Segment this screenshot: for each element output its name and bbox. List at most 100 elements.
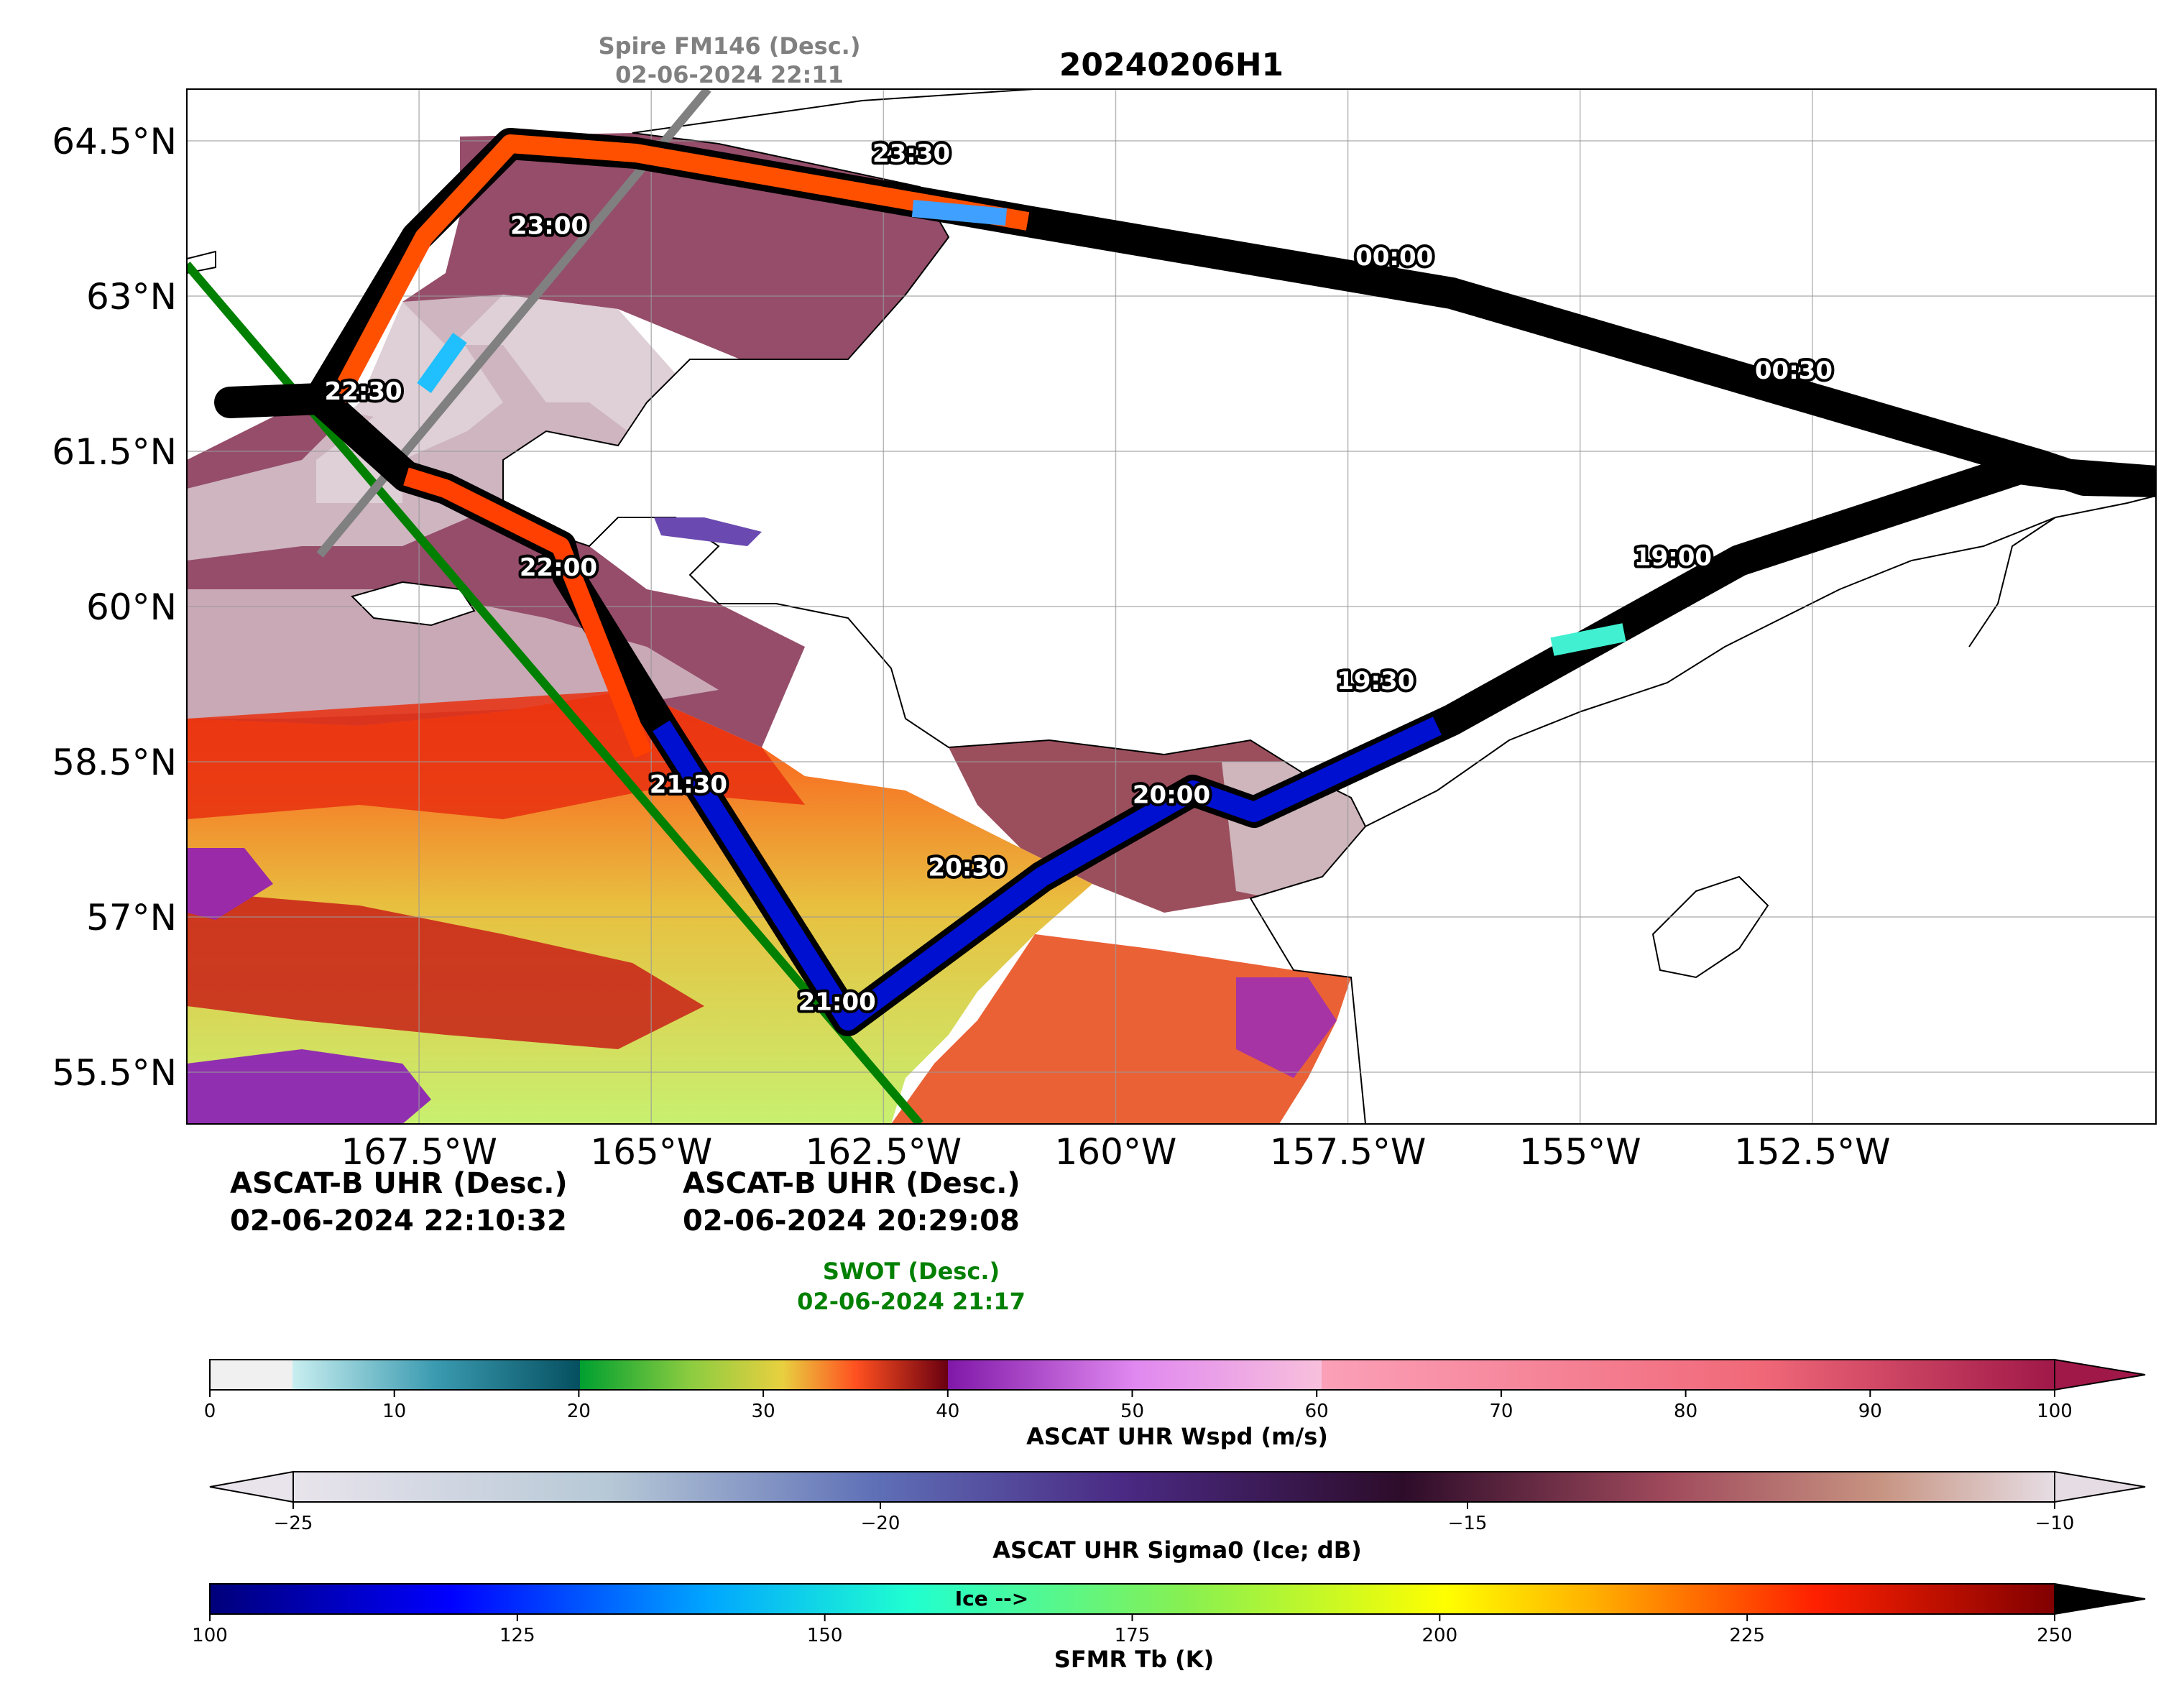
track-time-label-halo: 19:00 [1634, 543, 1712, 571]
colorbar-tick-label: 30 [752, 1401, 775, 1422]
colorbar-tick-label: 125 [499, 1625, 535, 1646]
colorbar-tick-label: 0 [204, 1401, 216, 1422]
track-time-label-halo: 21:00 [798, 988, 876, 1017]
colorbar-tick-label: 90 [1858, 1401, 1882, 1422]
map-gridlines [187, 89, 2156, 1124]
colorbar-tick-label: 40 [936, 1401, 959, 1422]
colorbar-tick-label: 100 [2037, 1401, 2073, 1422]
track-time-label: 00:00 [1355, 243, 1433, 272]
lat-tick-label: 58.5°N [52, 742, 177, 783]
wspd-colorbar-label: ASCAT UHR Wspd (m/s) [1026, 1423, 1328, 1450]
swot-overpass-time: 02-06-2024 21:17 [797, 1288, 1026, 1315]
colorbar-tick-label: 225 [1729, 1625, 1765, 1646]
flight-track-sfmr-ice-segment-3 [417, 333, 467, 393]
ice-sigma0-light-2 [187, 589, 719, 719]
map-frame [186, 88, 2157, 1125]
lon-tick-label: 152.5°W [1734, 1131, 1891, 1173]
track-time-label: 23:00 [510, 212, 588, 241]
ocean-wind-speed-purple [187, 1049, 431, 1124]
ascat-label-1-time: 02-06-2024 22:10:32 [230, 1204, 567, 1237]
kodiak-island [1651, 875, 1769, 979]
lon-tick-label: 155°W [1519, 1131, 1641, 1173]
latitude-tick-labels: 64.5°N 63°N 61.5°N 60°N 58.5°N 57°N 55.5°N [52, 121, 177, 1094]
colorbar-tick-label: 80 [1674, 1401, 1697, 1422]
tb-colorbar-ticks: 100 125 150 175 200 225 250 [192, 1614, 2073, 1646]
sigma0-colorbar-ticks: −25 −20 −15 −10 [274, 1502, 2075, 1534]
colorbar-tick-label: 70 [1489, 1401, 1513, 1422]
flight-track-sfmr-leg-northwest [329, 134, 1030, 404]
track-time-label: 23:30 [872, 139, 950, 168]
wspd-colorbar-ticks: 0 10 20 30 40 50 60 70 80 90 100 [204, 1390, 2073, 1422]
lon-tick-label: 160°W [1055, 1131, 1177, 1173]
colorbar-tick-label: 20 [567, 1401, 591, 1422]
track-time-label-halo: 19:30 [1337, 667, 1414, 696]
lon-tick-label: 167.5°W [341, 1131, 497, 1173]
lat-tick-label: 60°N [86, 586, 177, 628]
colorbar-tick-label: −20 [861, 1513, 900, 1534]
colorbar-tick-label: −10 [2035, 1513, 2075, 1534]
colorbar-tick-label: 200 [1422, 1625, 1458, 1646]
ocean-wind-speed-purple-2 [187, 848, 273, 920]
lon-tick-label: 165°W [590, 1131, 712, 1173]
swot-overpass-name: SWOT (Desc.) [823, 1258, 1000, 1285]
track-time-label-halo: 00:00 [1355, 243, 1433, 272]
track-time-label-halo: 20:30 [929, 853, 1006, 882]
ascat-label-1-name: ASCAT-B UHR (Desc.) [230, 1167, 568, 1200]
track-time-label-halo: 21:30 [650, 770, 727, 799]
sigma0-colorbar-label: ASCAT UHR Sigma0 (Ice; dB) [992, 1536, 1361, 1564]
track-time-label: 21:30 [650, 770, 727, 799]
tb-colorbar: Ice --> 100 125 150 175 200 225 250 SFMR Tb (K… [192, 1582, 2146, 1673]
colorbar-tick-label: −25 [274, 1513, 313, 1534]
track-time-label: 20:30 [929, 853, 1006, 882]
track-time-label-halo: 20:00 [1133, 781, 1210, 810]
cook-inlet-coast [1968, 517, 2056, 647]
flight-track-sfmr-leg-north [403, 467, 653, 758]
colorbar-tick-label: −15 [1448, 1513, 1488, 1534]
lat-tick-label: 61.5°N [52, 431, 177, 473]
lat-tick-label: 63°N [86, 276, 177, 318]
southeast-wind-swath-purple [1236, 977, 1337, 1078]
colorbar-tick-label: 50 [1120, 1401, 1144, 1422]
lat-tick-label: 57°N [86, 897, 177, 939]
sigma0-colorbar: −25 −20 −15 −10 ASCAT UHR Sigma0 (Ice; dB) [209, 1470, 2146, 1564]
track-time-label: 22:30 [324, 377, 402, 406]
flight-track-sfmr-leg-east [653, 716, 1442, 1031]
track-time-label: 19:00 [1634, 543, 1712, 571]
lon-tick-label: 162.5°W [806, 1131, 962, 1173]
track-time-label: 20:00 [1133, 781, 1210, 810]
spire-overpass-time: 02-06-2024 22:11 [615, 61, 844, 88]
track-time-label: 21:00 [798, 988, 876, 1017]
flight-track-sfmr-ice-segment-2 [911, 200, 1008, 226]
nunivak-island [351, 581, 476, 627]
track-time-label-halo: 22:00 [520, 553, 597, 582]
flight-track [214, 128, 2156, 1036]
spire-overpass-name: Spire FM146 (Desc.) [599, 32, 861, 60]
track-time-label-halo: 00:30 [1755, 356, 1833, 385]
tb-colorbar-label: SFMR Tb (K) [1054, 1646, 1214, 1673]
colorbar-tick-label: 100 [192, 1625, 228, 1646]
colorbar-tick-label: 10 [382, 1401, 406, 1422]
figure-title: 20240206H1 [1059, 47, 1284, 83]
lat-tick-label: 64.5°N [52, 121, 177, 162]
colorbar-tick-label: 150 [807, 1625, 843, 1646]
lake-iliamna [654, 517, 762, 546]
track-time-label-halo: 23:30 [872, 139, 950, 168]
track-time-label: 19:30 [1337, 667, 1414, 696]
tb-colorbar-ice-annotation: Ice --> [955, 1587, 1028, 1610]
track-time-label-halo: 22:30 [324, 377, 402, 406]
track-time-label-halo: 23:00 [510, 212, 588, 241]
ascat-label-2-time: 02-06-2024 20:29:08 [683, 1204, 1020, 1237]
ascat-label-2-name: ASCAT-B UHR (Desc.) [683, 1167, 1020, 1200]
longitude-tick-labels: 167.5°W 165°W 162.5°W 160°W 157.5°W 155°W 152.… [341, 1131, 1890, 1173]
colorbar-tick-label: 175 [1115, 1625, 1151, 1646]
lat-tick-label: 55.5°N [52, 1052, 177, 1094]
wspd-colorbar: 0 10 20 30 40 50 60 70 80 90 100 ASCAT UHR Wspd (m… [204, 1358, 2146, 1450]
flight-track-sfmr-ice-segment [1550, 623, 1626, 656]
track-time-label: 00:30 [1755, 356, 1833, 385]
ocean-wind-speed-dark [187, 891, 704, 1049]
track-time-labels: 19:0019:0019:3019:3020:0020:0020:3020:30… [321, 137, 1835, 1020]
colorbar-tick-label: 250 [2037, 1625, 2073, 1646]
colorbar-tick-label: 60 [1305, 1401, 1329, 1422]
lon-tick-label: 157.5°W [1270, 1131, 1427, 1173]
